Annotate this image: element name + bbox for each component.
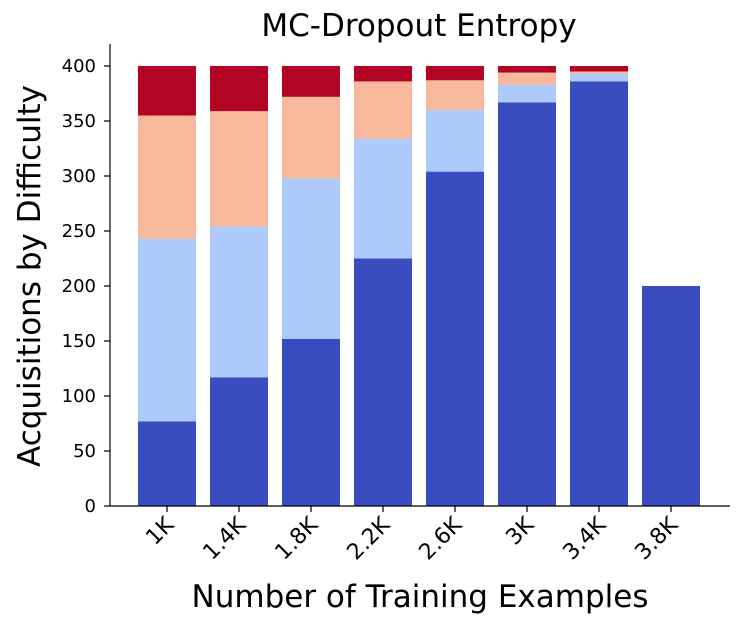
bar-3.8K-segment-1 — [642, 286, 700, 506]
chart-title: MC-Dropout Entropy — [261, 8, 576, 44]
bar-3.4K-segment-1 — [570, 81, 628, 507]
x-tick-label: 2.6K — [415, 512, 468, 565]
bar-3K-segment-1 — [498, 102, 556, 507]
bar-1K-segment-2 — [138, 238, 196, 422]
bar-2.6K-segment-3 — [426, 80, 484, 110]
y-tick-label: 250 — [62, 221, 96, 242]
bar-1.4K-segment-3 — [210, 111, 268, 227]
bar-2.6K-segment-1 — [426, 171, 484, 506]
bar-1.4K-segment-2 — [210, 226, 268, 378]
x-tick-label: 1K — [141, 512, 179, 550]
x-axis: 1K 1.4K 1.8K 2.2K 2.6K 3K 3.4K 3.8K — [110, 505, 730, 565]
y-tick-label: 200 — [62, 276, 96, 297]
y-tick-label: 0 — [85, 496, 96, 517]
bar-1K-segment-4 — [138, 66, 196, 116]
y-axis: 0 50 100 150 200 250 300 350 400 — [62, 44, 111, 517]
bar-3K-segment-3 — [498, 72, 556, 85]
bar-3K-segment-4 — [498, 66, 556, 73]
x-tick-label: 3.4K — [559, 512, 612, 565]
bar-1.4K-segment-1 — [210, 377, 268, 506]
bar-1.4K-segment-4 — [210, 66, 268, 112]
y-tick-label: 150 — [62, 331, 96, 352]
bar-2.6K-segment-4 — [426, 66, 484, 81]
bar-3.4K-segment-2 — [570, 73, 628, 82]
bar-2.2K-segment-3 — [354, 81, 412, 139]
y-tick-label: 100 — [62, 386, 96, 407]
bar-2.6K-segment-2 — [426, 110, 484, 172]
bar-1.8K-segment-2 — [282, 178, 340, 339]
bar-3.4K-segment-3 — [570, 71, 628, 74]
x-tick-label: 2.2K — [343, 512, 396, 565]
x-tick-label: 3K — [501, 512, 539, 550]
bar-1.8K-segment-3 — [282, 96, 340, 179]
x-tick-label: 1.8K — [271, 512, 324, 565]
bar-1.8K-segment-4 — [282, 66, 340, 97]
x-axis-label: Number of Training Examples — [192, 579, 649, 615]
bar-3.4K-segment-4 — [570, 66, 628, 72]
bar-2.2K-segment-4 — [354, 66, 412, 82]
bars-group — [138, 66, 700, 507]
bar-1K-segment-1 — [138, 421, 196, 506]
y-tick-label: 350 — [62, 111, 96, 132]
y-tick-label: 400 — [62, 56, 96, 77]
bar-2.2K-segment-2 — [354, 138, 412, 259]
bar-3K-segment-2 — [498, 84, 556, 103]
y-tick-label: 300 — [62, 166, 96, 187]
x-tick-label: 1.4K — [199, 512, 252, 565]
x-tick-label: 3.8K — [631, 512, 684, 565]
bar-1.8K-segment-1 — [282, 338, 340, 506]
bar-2.2K-segment-1 — [354, 258, 412, 506]
y-tick-label: 50 — [73, 441, 96, 462]
bar-1K-segment-3 — [138, 115, 196, 239]
y-axis-label: Acquisitions by Difficulty — [12, 85, 48, 467]
